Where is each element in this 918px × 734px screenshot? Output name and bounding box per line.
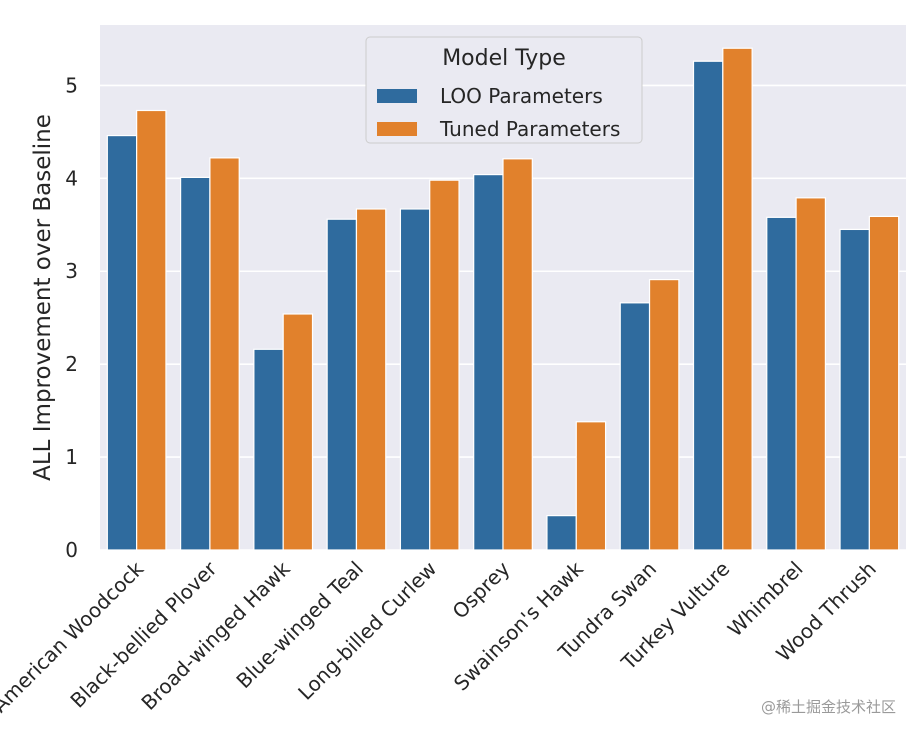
bar-tuned	[282, 313, 314, 551]
bar-tuned	[136, 109, 167, 551]
bar-loo	[106, 134, 138, 551]
x-tick-label: Black-bellied Plover	[65, 556, 222, 713]
bar-tuned	[795, 197, 826, 551]
x-tick-label: Swainson's Hawk	[449, 556, 588, 695]
bars	[106, 47, 900, 551]
y-axis-ticks: 0 1 2 3 4 5	[65, 73, 78, 562]
watermark: @稀土掘金技术社区	[761, 698, 896, 716]
y-tick-label: 1	[65, 445, 78, 469]
legend-box	[365, 36, 643, 144]
y-tick-label: 5	[65, 73, 78, 97]
legend: Model Type LOO Parameters Tuned Paramete…	[365, 36, 643, 144]
legend-label-loo: LOO Parameters	[440, 84, 603, 108]
bar-loo	[473, 174, 504, 551]
bar-tuned	[429, 179, 460, 551]
bar-tuned	[502, 158, 533, 551]
bar-loo	[180, 176, 211, 551]
y-axis-label: ALL Improvement over Baseline	[30, 114, 56, 481]
bar-loo	[619, 302, 651, 551]
bar-loo	[692, 60, 724, 551]
bar-tuned	[722, 47, 753, 551]
y-tick-label: 2	[65, 352, 78, 376]
bar-tuned	[209, 157, 240, 551]
y-tick-label: 4	[65, 166, 78, 190]
y-tick-label: 0	[65, 538, 78, 562]
y-tick-label: 3	[65, 259, 78, 283]
bar-loo	[839, 228, 870, 551]
bar-tuned	[575, 421, 607, 551]
bar-loo	[253, 348, 284, 551]
bar-tuned	[648, 279, 680, 551]
legend-title: Model Type	[442, 46, 566, 71]
bar-loo	[399, 208, 431, 551]
legend-label-tuned: Tuned Parameters	[439, 117, 620, 141]
x-tick-label: Long-billed Curlew	[293, 557, 441, 705]
legend-swatch-tuned	[377, 122, 417, 136]
bar-loo	[326, 218, 358, 551]
x-tick-label: Blue-winged Teal	[231, 557, 368, 694]
bar-loo	[546, 515, 577, 551]
legend-swatch-loo	[377, 89, 417, 103]
x-tick-label: Osprey	[448, 556, 515, 623]
bar-tuned	[868, 215, 900, 551]
bar-tuned	[355, 208, 387, 551]
bar-loo	[766, 216, 797, 551]
